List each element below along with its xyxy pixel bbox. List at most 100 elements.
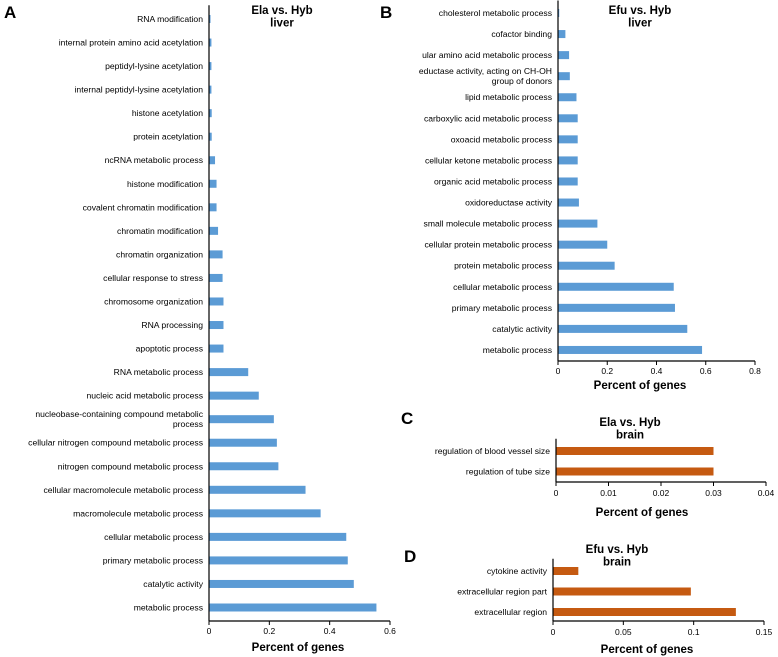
bar: [558, 177, 578, 186]
bar: [558, 9, 560, 17]
chart-title: Ela vs. Hyb brain: [599, 417, 660, 442]
bar: [209, 603, 377, 612]
bar: [209, 297, 224, 306]
panel-letter: A: [4, 3, 16, 22]
x-tick-label: 0.1: [688, 627, 700, 637]
bar: [209, 556, 348, 565]
bar: [553, 608, 736, 616]
bar: [558, 114, 578, 123]
bar: [558, 198, 579, 207]
x-tick-label: 0.15: [756, 627, 773, 637]
category-label: macromolecule metabolic process: [73, 508, 203, 518]
bar: [558, 72, 570, 81]
bar: [209, 485, 306, 494]
category-label: small molecule metabolic process: [424, 219, 552, 229]
bar: [558, 303, 675, 312]
bar: [209, 462, 279, 471]
category-label: chromosome organization: [104, 296, 203, 306]
bar: [209, 132, 212, 141]
bar: [209, 179, 217, 188]
bar: [558, 219, 598, 228]
x-axis-label: Percent of genes: [252, 642, 345, 654]
category-label: metabolic process: [483, 345, 552, 355]
x-tick-label: 0.4: [324, 626, 336, 636]
category-label: histone acetylation: [132, 108, 203, 118]
panel-letter: D: [404, 547, 416, 566]
x-tick-label: 0.04: [758, 488, 775, 498]
category-label: organic acid metabolic process: [434, 176, 552, 186]
category-label: cofactor binding: [491, 29, 552, 39]
x-tick-label: 0.4: [651, 366, 663, 376]
panel-b: B Efu vs. Hyb liver cholesterol metabolic p…: [380, 0, 761, 392]
category-label: protein acetylation: [133, 132, 203, 142]
category-label: apoptotic process: [136, 344, 203, 354]
panel-d: D Efu vs. Hyb brain cytokine activity extrac…: [404, 544, 773, 656]
category-label: cellular metabolic process: [453, 282, 552, 292]
category-label: catalytic activity: [492, 324, 552, 334]
x-tick-label: 0: [551, 627, 556, 637]
category-label: primary metabolic process: [452, 303, 552, 313]
category-label: nucleic acid metabolic process: [86, 391, 203, 401]
bar: [558, 30, 566, 39]
category-label: ular amino acid metabolic process: [422, 50, 552, 60]
category-label: cellular response to stress: [103, 273, 203, 283]
x-tick-label: 0.2: [601, 366, 613, 376]
category-label: lipid metabolic process: [465, 92, 552, 102]
x-tick-label: 0.05: [615, 627, 632, 637]
bar: [558, 135, 578, 144]
x-tick-label: 0.02: [653, 488, 670, 498]
bar: [209, 156, 216, 165]
category-label: cellular protein metabolic process: [424, 240, 552, 250]
bar: [558, 93, 577, 102]
category-label: regulation of tube size: [466, 467, 550, 477]
category-label: carboxylic acid metabolic process: [424, 113, 552, 123]
bar: [209, 250, 223, 259]
x-tick-label: 0: [556, 366, 561, 376]
bar: [209, 509, 321, 518]
category-label: cellular metabolic process: [104, 532, 203, 542]
category-label: nitrogen compound metabolic process: [58, 461, 203, 471]
x-tick-label: 0: [207, 626, 212, 636]
chart-title: Efu vs. Hyb liver: [609, 5, 672, 30]
bar: [209, 415, 274, 424]
bar: [209, 391, 259, 400]
category-label: cholesterol metabolic process: [439, 8, 552, 18]
category-label: protein metabolic process: [454, 261, 552, 271]
bar: [209, 368, 249, 377]
bar: [556, 447, 714, 455]
category-label: cellular nitrogen compound metabolic pro…: [28, 438, 203, 448]
category-label: regulation of blood vessel size: [435, 446, 550, 456]
x-tick-label: 0.6: [384, 626, 396, 636]
chart-title: Ela vs. Hyb liver: [251, 5, 312, 30]
category-label: metabolic process: [134, 603, 203, 613]
x-axis-label: Percent of genes: [601, 644, 694, 656]
bar: [558, 324, 688, 333]
x-axis-label: Percent of genes: [594, 380, 687, 392]
bar: [209, 579, 354, 588]
panel-c: C Ela vs. Hyb brain regulation of blood ves…: [401, 409, 775, 519]
bar: [209, 438, 277, 447]
category-label: extracellular region part: [457, 587, 547, 597]
bar: [553, 567, 579, 575]
x-tick-label: 0.8: [749, 366, 761, 376]
panel-letter: C: [401, 409, 413, 428]
bar: [209, 15, 211, 23]
bar: [209, 344, 224, 353]
bar: [558, 51, 570, 60]
category-label: covalent chromatin modification: [83, 202, 204, 212]
x-tick-label: 0: [554, 488, 559, 498]
x-tick-label: 0.03: [705, 488, 722, 498]
bar: [209, 273, 223, 282]
bar: [209, 321, 224, 330]
category-label: cellular macromolecule metabolic process: [43, 485, 203, 495]
bar: [209, 62, 212, 71]
category-label: cellular ketone metabolic process: [425, 155, 552, 165]
panel-letter: B: [380, 3, 392, 22]
category-label: ncRNA metabolic process: [105, 155, 203, 165]
bar: [558, 156, 578, 165]
category-label: chromatin organization: [116, 249, 203, 259]
category-label: eductase activity, acting on CH-OH group …: [419, 66, 552, 86]
bar: [558, 261, 615, 270]
category-label: cytokine activity: [487, 566, 548, 576]
